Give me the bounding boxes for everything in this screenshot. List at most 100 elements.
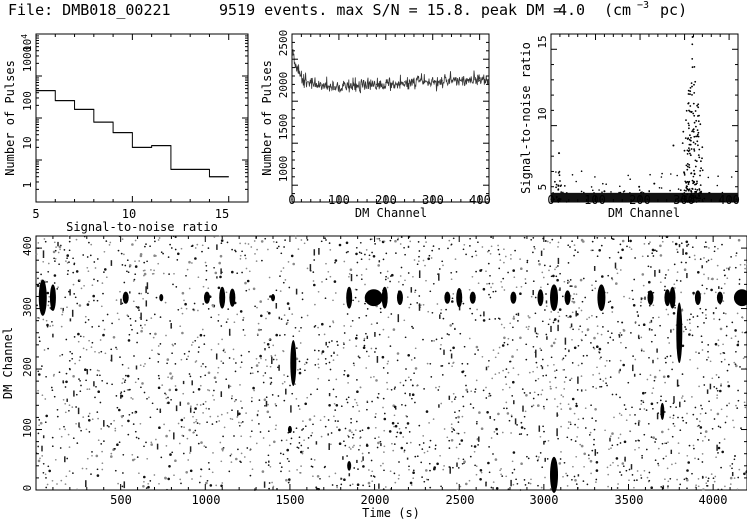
event-point <box>607 473 610 476</box>
event-point <box>557 311 560 314</box>
event-point <box>382 488 385 490</box>
event-point <box>360 258 363 261</box>
x-tick-label: 100 <box>584 193 606 207</box>
event-point <box>78 279 81 281</box>
event-point <box>713 386 716 388</box>
event-point <box>265 317 267 320</box>
event-point <box>300 444 303 447</box>
event-point <box>454 411 456 414</box>
snr-histogram-panel: 5 10 15 1 10 100 1000 104 Signal-to-nois… <box>3 33 249 234</box>
event-point <box>66 254 69 257</box>
event-point <box>450 278 453 281</box>
snr-scatter-point <box>691 130 693 133</box>
event-point <box>647 255 649 257</box>
event-point <box>38 424 40 427</box>
event-point <box>593 336 596 340</box>
event-point <box>94 396 96 399</box>
event-point <box>172 235 175 238</box>
snr-scatter-point <box>686 185 688 188</box>
event-point <box>154 332 157 336</box>
event-point <box>119 356 121 358</box>
event-point <box>675 406 677 409</box>
event-point <box>501 475 504 477</box>
event-point <box>620 414 623 416</box>
event-point <box>283 381 286 383</box>
event-point <box>404 336 407 339</box>
event-point <box>323 333 326 336</box>
event-point <box>103 271 105 273</box>
event-point <box>61 353 64 356</box>
event-point <box>215 421 218 423</box>
event-point <box>120 391 123 394</box>
event-point <box>643 433 646 436</box>
dm-pulse-count-x-tick-labels: 0 100 200 300 400 <box>288 193 490 207</box>
snr-scatter-point <box>692 141 695 144</box>
event-point <box>700 404 702 407</box>
event-point <box>332 320 334 322</box>
event-point <box>423 245 425 248</box>
event-point <box>461 415 464 418</box>
pulse-event <box>290 340 297 386</box>
snr-scatter-point <box>638 185 641 188</box>
event-point <box>609 300 612 303</box>
event-point <box>562 395 565 398</box>
event-point <box>392 449 395 452</box>
event-point <box>715 456 717 459</box>
event-point <box>365 332 367 335</box>
snr-scatter-point <box>688 180 691 183</box>
event-point <box>321 350 325 353</box>
event-point <box>422 442 425 444</box>
event-point <box>520 421 523 424</box>
event-point <box>612 339 615 341</box>
snr-scatter-point <box>686 180 689 183</box>
event-point <box>86 457 89 460</box>
event-point <box>218 261 221 265</box>
event-point <box>723 292 725 294</box>
event-point <box>732 419 734 422</box>
event-point <box>588 457 590 460</box>
snr-scatter-point <box>681 193 684 196</box>
event-point <box>275 289 278 292</box>
event-point <box>207 308 210 310</box>
snr-scatter-point <box>698 199 700 202</box>
event-point <box>101 282 104 284</box>
event-point <box>469 245 471 247</box>
event-point <box>568 281 571 283</box>
event-point <box>701 284 704 287</box>
snr-scatter-point <box>690 139 692 142</box>
event-point <box>209 415 212 418</box>
event-point <box>179 478 182 481</box>
event-point <box>379 464 382 467</box>
event-point <box>316 475 320 478</box>
event-point <box>431 311 434 314</box>
event-point <box>414 367 418 370</box>
snr-scatter-point <box>629 178 631 180</box>
event-point <box>708 400 710 403</box>
event-point <box>144 245 146 248</box>
snr-scatter-point <box>696 182 698 184</box>
event-point <box>165 334 167 337</box>
event-point <box>118 441 121 444</box>
event-point <box>137 306 140 309</box>
event-point <box>519 489 522 491</box>
pulse-count-point <box>432 80 434 82</box>
event-point <box>488 249 490 252</box>
event-point <box>430 376 433 378</box>
event-point <box>665 308 668 311</box>
event-point <box>401 403 403 406</box>
pulse-event <box>550 284 559 311</box>
event-point <box>404 404 407 407</box>
event-point <box>334 292 337 294</box>
event-point <box>269 383 272 385</box>
snr-vs-dm-y-tick-labels: 5 10 15 <box>536 35 549 190</box>
event-point <box>437 389 440 391</box>
event-point <box>359 430 362 432</box>
event-point <box>576 436 578 438</box>
event-point <box>625 346 627 349</box>
event-point <box>567 244 570 247</box>
event-point <box>450 271 453 274</box>
event-point <box>135 305 138 308</box>
event-point <box>192 391 195 393</box>
event-point <box>114 429 117 432</box>
event-point <box>357 300 360 303</box>
